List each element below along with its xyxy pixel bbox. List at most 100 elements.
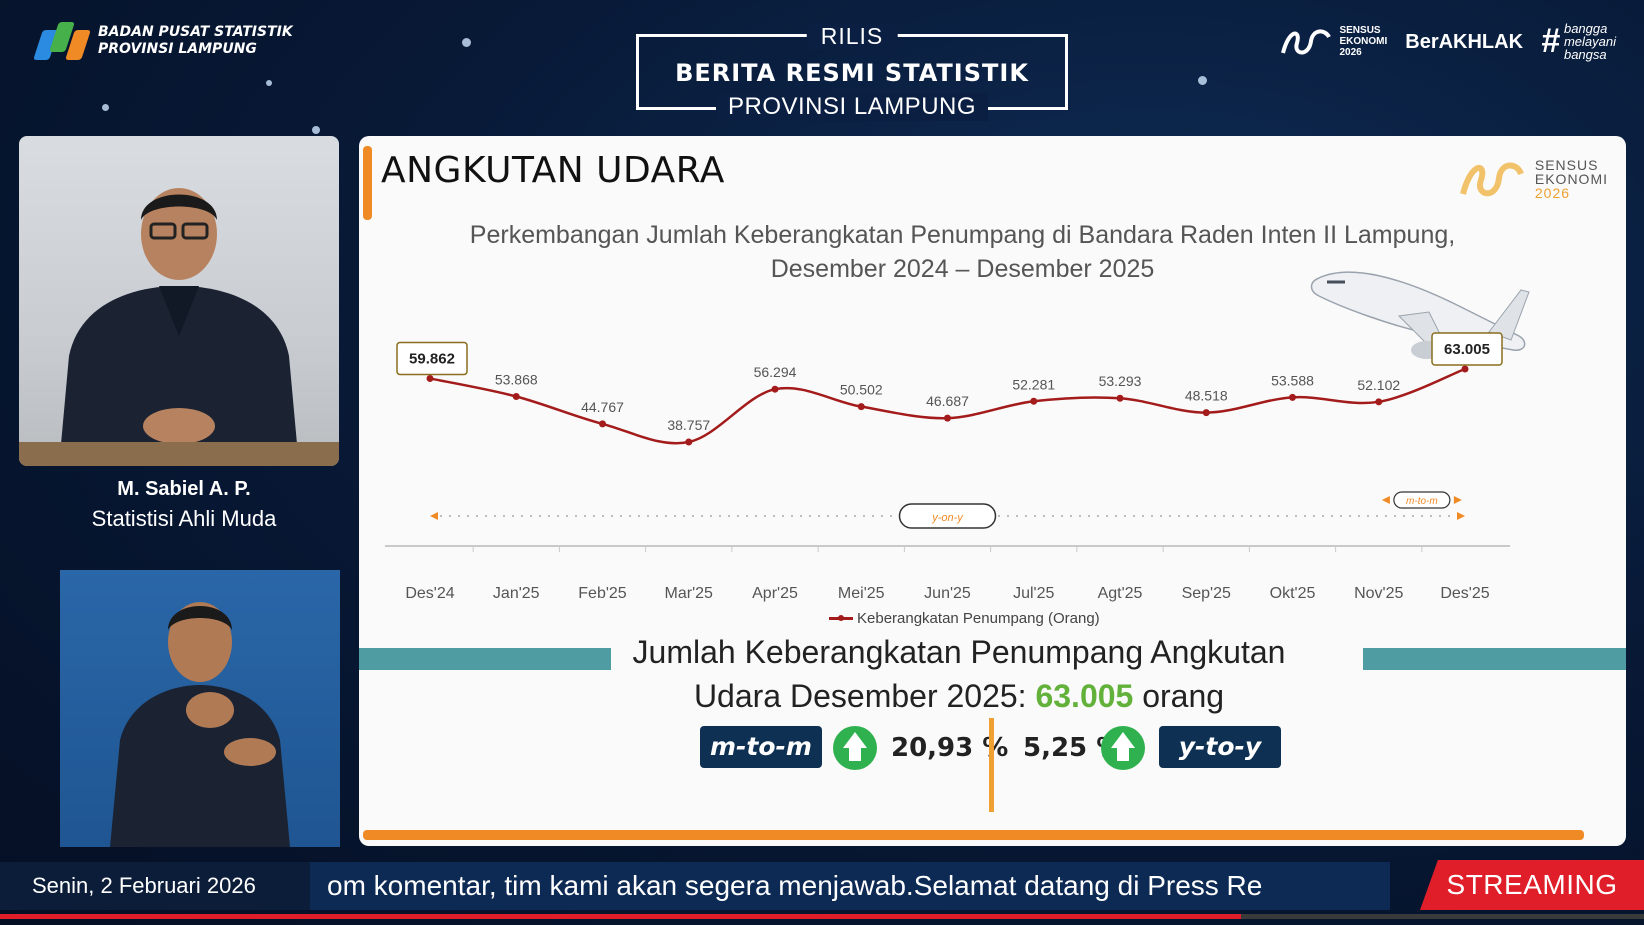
data-label: 48.518 xyxy=(1185,388,1228,404)
comparison-guides: y-on-y m-to-m xyxy=(430,491,1465,529)
yony-tag-box xyxy=(898,503,997,529)
data-point xyxy=(426,374,434,382)
release-bottom: PROVINSI LAMPUNG xyxy=(715,93,989,121)
x-tick-label: Des'24 xyxy=(405,585,454,602)
release-top: RILIS xyxy=(806,23,898,50)
org-line2: PROVINSI LAMPUNG xyxy=(98,41,257,57)
sensus-ekonomi-icon xyxy=(1459,162,1524,197)
speaker-figure xyxy=(59,188,299,466)
data-point xyxy=(1030,397,1038,405)
bps-org-name: BADAN PUSAT STATISTIK PROVINSI LAMPUNG xyxy=(98,24,293,58)
partner-logos: SENSUS EKONOMI 2026 BerAKHLAK # bangga m… xyxy=(1279,22,1616,61)
x-tick-label: Jul'25 xyxy=(1013,585,1054,602)
data-point xyxy=(685,438,693,446)
berakhlak-text: BerAKHLAK xyxy=(1405,30,1524,53)
chart-title: Perkembangan Jumlah Keberangkatan Penump… xyxy=(399,218,1526,286)
x-tick-label: Agt'25 xyxy=(1098,585,1143,602)
speaker-role: Statistisi Ahli Muda xyxy=(91,506,277,531)
bps-logo-icon xyxy=(32,18,91,64)
guide-arrow-right-icon xyxy=(1457,512,1465,520)
x-tick-label: Jun'25 xyxy=(924,585,971,602)
data-label: 52.102 xyxy=(1357,377,1400,393)
summary-divider xyxy=(989,718,994,812)
slide-title: ANGKUTAN UDARA xyxy=(381,150,725,191)
release-title-box: RILIS BERITA RESMI STATISTIK PROVINSI LA… xyxy=(636,23,1068,121)
slide-sensus-line2: EKONOMI xyxy=(1534,171,1608,187)
summary-bar-right xyxy=(1363,648,1626,670)
x-tick-label: Des'25 xyxy=(1440,585,1489,602)
chart-title-line1: Perkembangan Jumlah Keberangkatan Penump… xyxy=(469,221,1456,249)
title-accent-bar xyxy=(363,146,372,220)
berakhlak-logo: BerAKHLAK xyxy=(1405,32,1523,52)
sparkle xyxy=(1198,76,1207,85)
data-label: 53.588 xyxy=(1271,372,1314,388)
data-label: 59.862 xyxy=(409,350,455,367)
legend-label: Keberangkatan Penumpang (Orang) xyxy=(857,610,1100,627)
arrow-up-icon xyxy=(833,726,877,770)
x-axis: Des'24 Jan'25 Feb'25 Mar'25 Apr'25 Mei'25 Jun'… xyxy=(385,545,1510,602)
bangga-line2: melayani xyxy=(1563,34,1616,49)
summary-bar-left xyxy=(359,648,611,670)
release-main: BERITA RESMI STATISTIK xyxy=(675,59,1029,87)
data-point xyxy=(599,420,606,428)
summary-unit: orang xyxy=(1142,678,1225,714)
mtom-value: 20,93 % xyxy=(891,733,1009,763)
slide-sensus-logo: SENSUS EKONOMI 2026 xyxy=(1457,154,1608,204)
desk xyxy=(19,442,339,466)
sparkle xyxy=(102,104,109,111)
speaker-video xyxy=(19,136,339,466)
data-label: 46.687 xyxy=(926,393,969,409)
sensus-line3: 2026 xyxy=(1339,47,1362,58)
sensus-line2: EKONOMI xyxy=(1339,36,1388,47)
data-label: 53.293 xyxy=(1099,373,1142,389)
mtom-arrow-left-icon xyxy=(1381,496,1390,504)
data-point xyxy=(1375,398,1383,406)
data-label: 52.281 xyxy=(1012,376,1055,392)
mtom-pill: m-to-m xyxy=(700,726,822,768)
series-line xyxy=(426,365,1469,446)
ytoy-pill: y-to-y xyxy=(1159,726,1281,768)
data-labels: 59.862 53.868 44.767 38.757 56.294 50.502 46.6… xyxy=(396,332,1503,433)
bangga-melayani-logo: # bangga melayani bangsa xyxy=(1541,22,1616,61)
speaker-name: M. Sabiel A. P. xyxy=(117,478,251,500)
x-tick-label: Jan'25 xyxy=(493,585,540,602)
guide-arrow-left-icon xyxy=(430,512,438,520)
sparkle xyxy=(266,80,272,86)
slide-sensus-line1: SENSUS xyxy=(1534,157,1599,173)
data-point xyxy=(1289,393,1296,401)
data-point xyxy=(771,385,779,393)
arrow-up-icon xyxy=(1101,726,1145,770)
x-tick-label: Mar'25 xyxy=(665,585,714,602)
x-tick-label: Nov'25 xyxy=(1354,585,1403,602)
mtom-arrow-right-icon xyxy=(1453,496,1462,504)
presentation-slide: ANGKUTAN UDARA SENSUS EKONOMI 2026 Perke… xyxy=(359,136,1626,846)
highlight-label-box xyxy=(1431,332,1503,366)
data-label: 44.767 xyxy=(581,399,624,415)
x-tick-label: Feb'25 xyxy=(578,585,627,602)
sparkle xyxy=(462,38,471,47)
interpreter-figure xyxy=(110,602,290,847)
streaming-badge: STREAMING xyxy=(1420,860,1644,910)
data-point xyxy=(944,414,951,422)
line-chart: Des'24 Jan'25 Feb'25 Mar'25 Apr'25 Mei'25 Jun'… xyxy=(385,271,1530,602)
x-tick-label: Sep'25 xyxy=(1182,585,1231,602)
summary-line1: Jumlah Keberangkatan Penumpang Angkutan xyxy=(632,634,1286,670)
summary-value: 63.005 xyxy=(1035,678,1134,714)
slide-sensus-line3: 2026 xyxy=(1534,185,1571,201)
sensus-line1: SENSUS xyxy=(1339,25,1381,36)
bangga-line3: bangsa xyxy=(1563,47,1607,62)
data-point xyxy=(512,393,520,401)
org-line1: BADAN PUSAT STATISTIK xyxy=(98,24,293,40)
video-progress-bar[interactable] xyxy=(0,914,1644,919)
summary-prefix: Udara Desember 2025: xyxy=(693,678,1027,714)
sensus-ekonomi-icon xyxy=(1281,29,1332,54)
x-tick-label: Apr'25 xyxy=(752,585,798,602)
bps-logo: BADAN PUSAT STATISTIK PROVINSI LAMPUNG xyxy=(32,18,293,64)
summary-line2: Udara Desember 2025: 63.005 orang xyxy=(589,678,1329,715)
data-point xyxy=(857,403,865,411)
yony-tag: y-on-y xyxy=(931,512,964,524)
bangga-line1: bangga xyxy=(1563,21,1608,36)
chart-title-line2: Desember 2024 – Desember 2025 xyxy=(770,255,1155,283)
highlight-label-box xyxy=(396,341,468,376)
slide-bottom-bar xyxy=(363,830,1584,840)
